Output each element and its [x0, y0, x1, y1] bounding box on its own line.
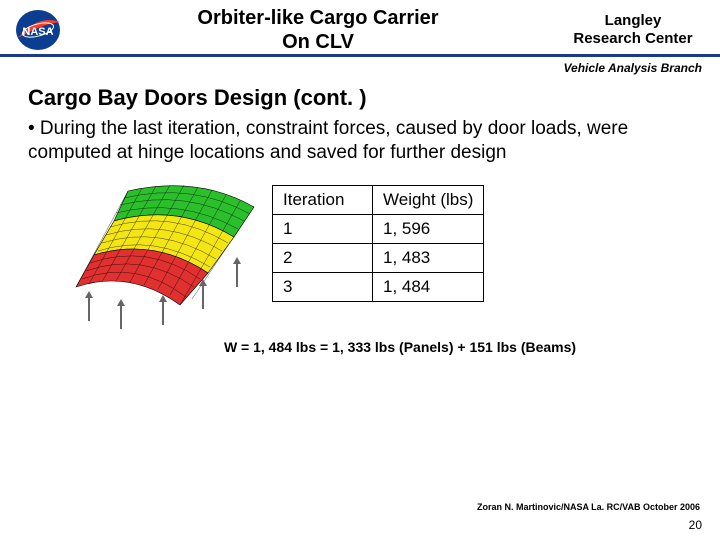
- table-row: 21, 483: [273, 243, 484, 272]
- footer-credit: Zoran N. Martinovic/NASA La. RC/VAB Octo…: [477, 502, 700, 512]
- header: NASA Orbiter-like Cargo Carrier On CLV L…: [0, 0, 720, 57]
- title-line-1: Orbiter-like Cargo Carrier: [78, 6, 558, 30]
- nasa-logo: NASA: [12, 8, 64, 52]
- force-arrow: [162, 301, 164, 325]
- force-arrow: [236, 263, 238, 287]
- force-arrow: [120, 305, 122, 329]
- col-weight: Weight (lbs): [373, 185, 484, 214]
- force-arrow: [88, 297, 90, 321]
- table-header-row: Iteration Weight (lbs): [273, 185, 484, 214]
- table-cell: 1: [273, 214, 373, 243]
- svg-text:NASA: NASA: [22, 26, 53, 38]
- section-title: Cargo Bay Doors Design (cont. ): [28, 85, 692, 111]
- title-line-2: On CLV: [78, 30, 558, 54]
- table-cell: 3: [273, 272, 373, 301]
- col-iteration: Iteration: [273, 185, 373, 214]
- table-row: 31, 484: [273, 272, 484, 301]
- door-mesh-diagram: [58, 181, 258, 321]
- branch-label: Vehicle Analysis Branch: [0, 57, 720, 75]
- org-line-1: Langley: [558, 12, 708, 30]
- table-cell: 2: [273, 243, 373, 272]
- table-cell: 1, 483: [373, 243, 484, 272]
- table-cell: 1, 484: [373, 272, 484, 301]
- org-line-2: Research Center: [558, 30, 708, 48]
- mid-row: Iteration Weight (lbs) 11, 59621, 48331,…: [58, 181, 692, 321]
- iteration-table: Iteration Weight (lbs) 11, 59621, 48331,…: [272, 185, 484, 302]
- page-number: 20: [689, 518, 702, 532]
- bullet-text: • During the last iteration, constraint …: [28, 117, 692, 165]
- force-arrow: [202, 285, 204, 309]
- table-row: 11, 596: [273, 214, 484, 243]
- org-block: Langley Research Center: [558, 12, 708, 48]
- table-cell: 1, 596: [373, 214, 484, 243]
- weight-formula: W = 1, 484 lbs = 1, 333 lbs (Panels) + 1…: [108, 339, 692, 355]
- content: Cargo Bay Doors Design (cont. ) • During…: [0, 75, 720, 355]
- title-block: Orbiter-like Cargo Carrier On CLV: [78, 6, 558, 54]
